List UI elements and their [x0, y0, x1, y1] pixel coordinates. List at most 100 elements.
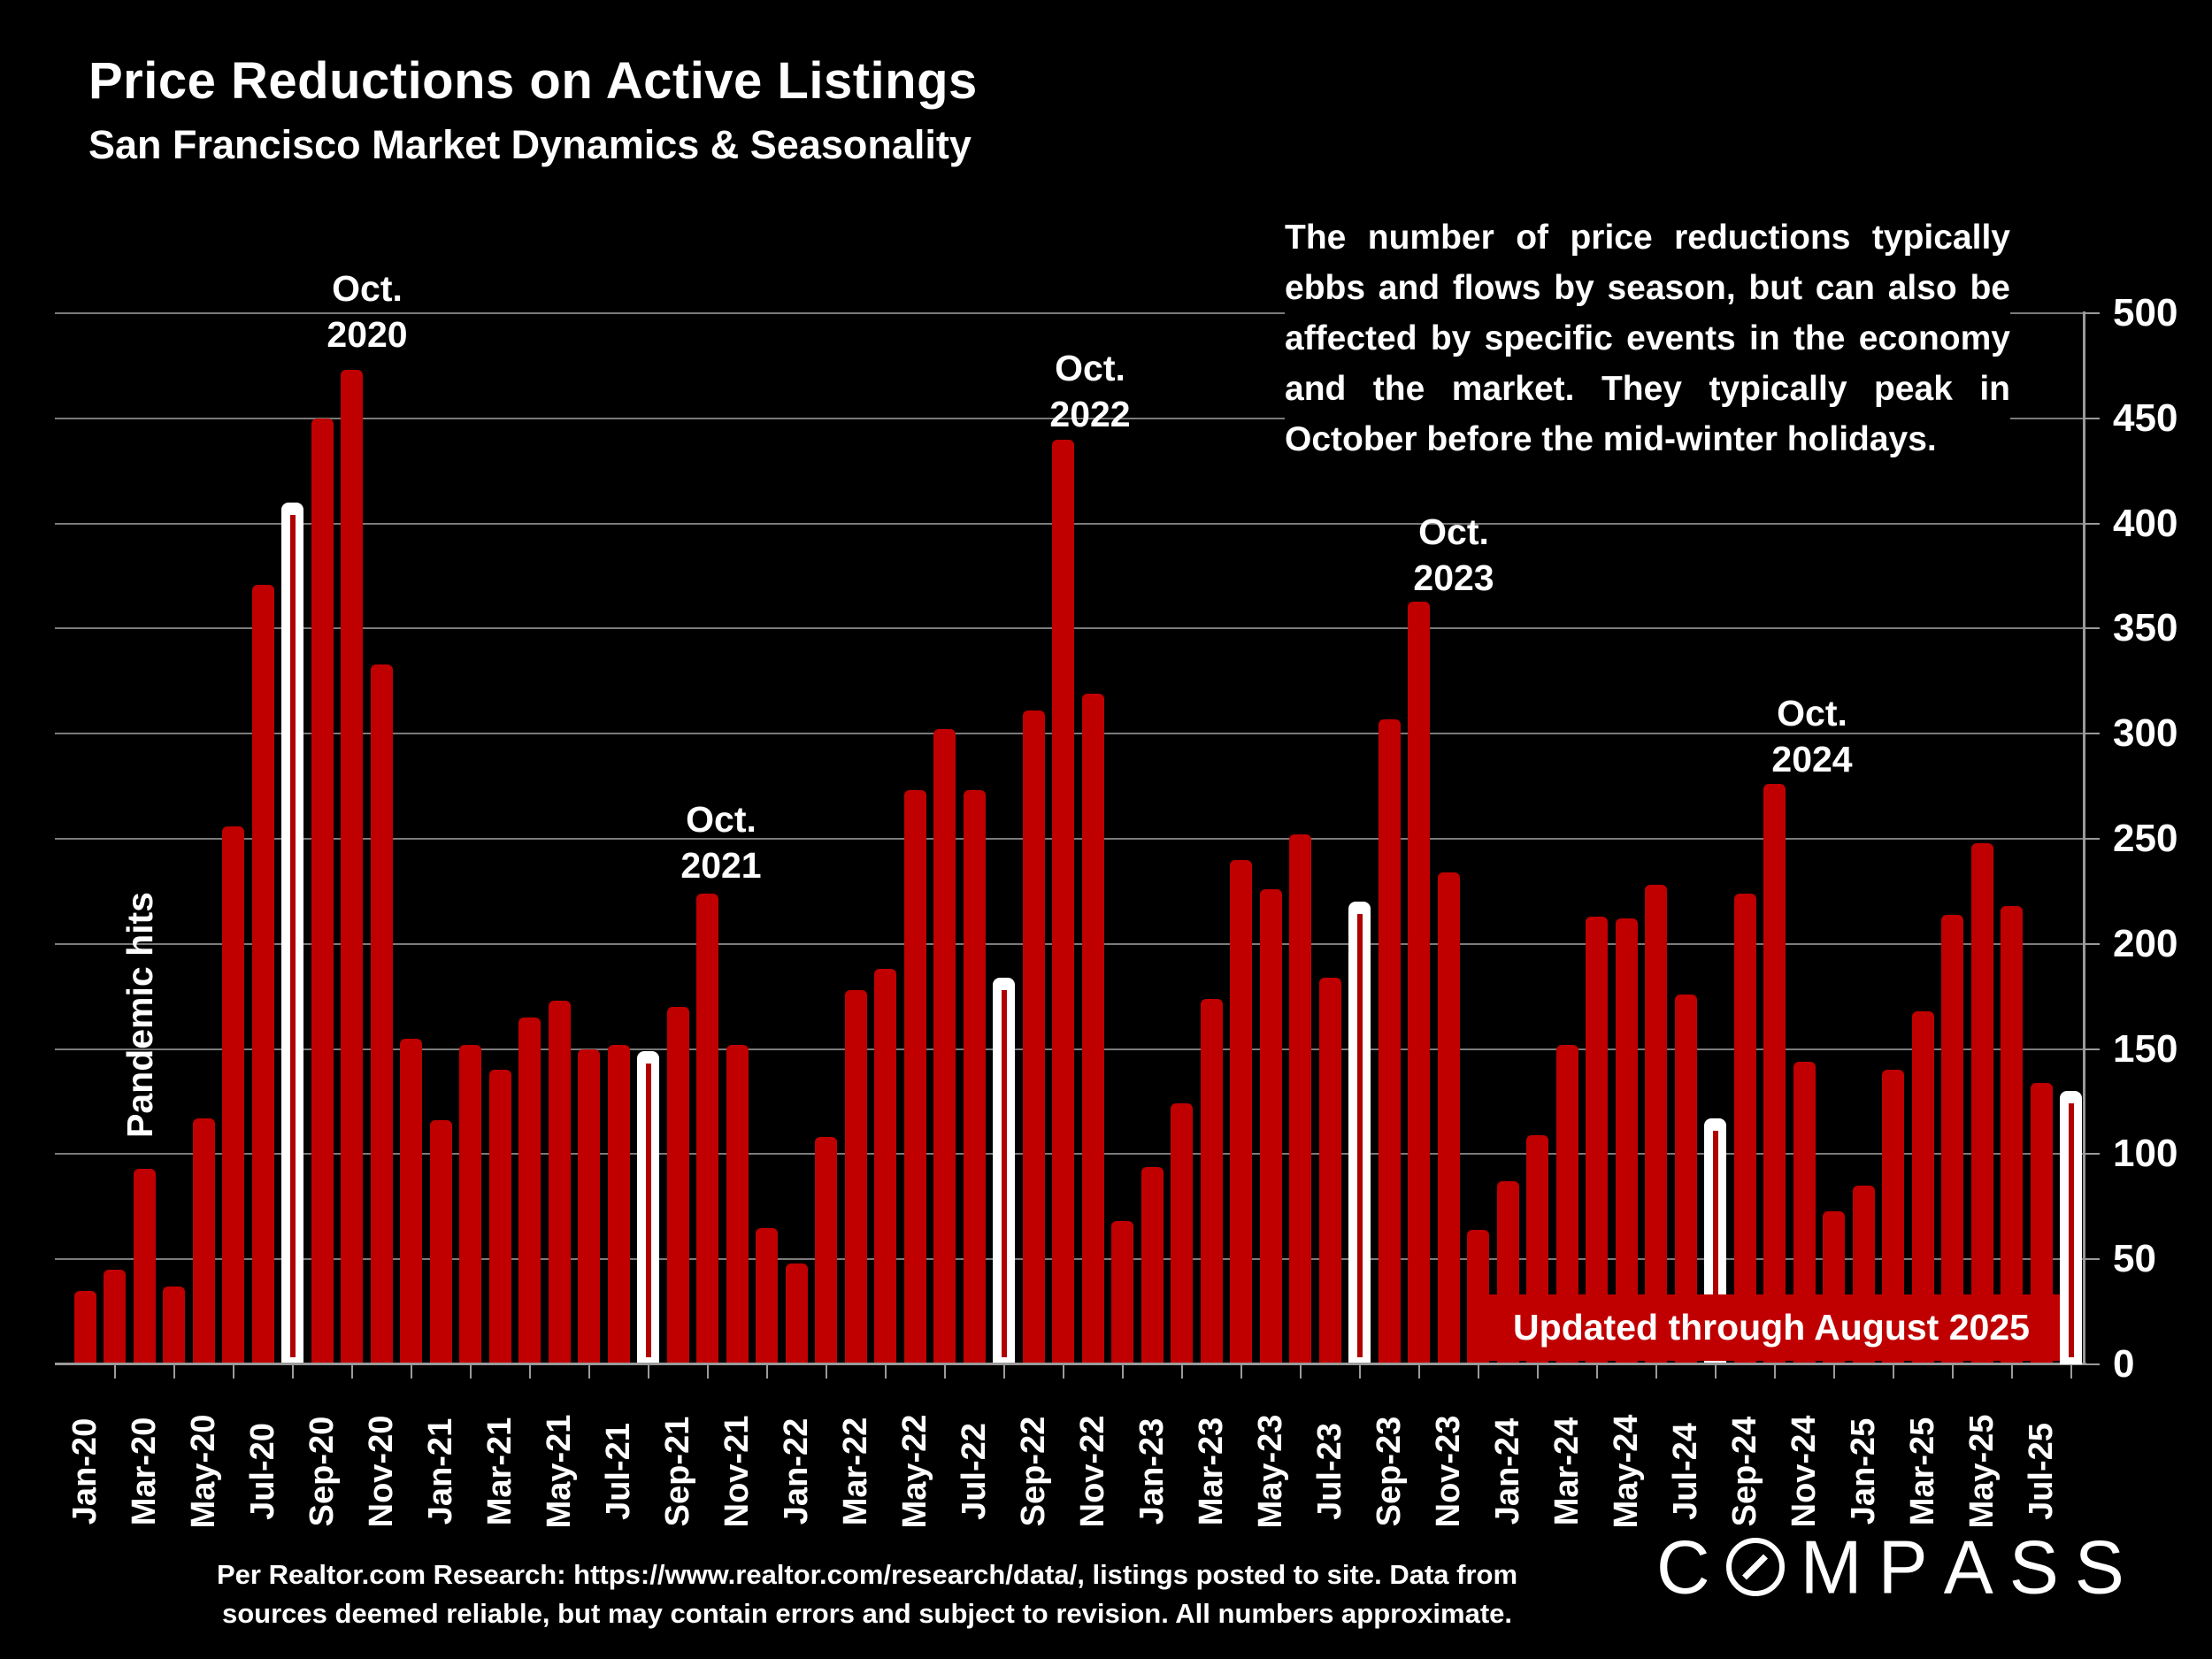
bar-Jan-20: [73, 1290, 96, 1364]
x-tick: [1062, 1365, 1064, 1379]
page-subtitle: San Francisco Market Dynamics & Seasonal…: [88, 122, 972, 167]
x-axis-label-Jul-23: Jul-23: [1311, 1423, 1348, 1520]
x-axis-line: [55, 1363, 2086, 1365]
bar-Feb-21: [459, 1044, 481, 1364]
x-axis-label-May-23: May-23: [1252, 1414, 1289, 1529]
x-tick: [113, 1365, 116, 1379]
y-axis-label-400: 400: [2113, 501, 2178, 545]
x-tick: [706, 1365, 709, 1379]
gridline-500: [55, 312, 2085, 314]
bar-Oct-23: [1408, 601, 1430, 1364]
x-axis-label-May-22: May-22: [896, 1414, 933, 1529]
bar-Dec-22: [1111, 1221, 1133, 1364]
y-axis-label-500: 500: [2113, 291, 2178, 334]
updated-banner: Updated through August 2025: [1467, 1294, 2076, 1361]
x-axis-label-May-20: May-20: [185, 1414, 222, 1529]
compass-logo-letter: M: [1800, 1525, 1863, 1609]
bar-Aug-22: [993, 977, 1015, 1364]
source-footnote: Per Realtor.com Research: https://www.re…: [159, 1555, 1575, 1633]
highlight-bar-inner-line: [1001, 989, 1007, 1357]
annotation-line: Oct.: [1055, 348, 1125, 388]
bar-Jan-21: [429, 1120, 452, 1364]
annotation-oct-2021: Oct. 2021: [624, 796, 818, 888]
x-tick: [1180, 1365, 1183, 1379]
x-axis-label-Jan-22: Jan-22: [778, 1417, 815, 1525]
annotation-line: 2021: [680, 845, 762, 886]
bar-Jun-24: [1645, 885, 1667, 1364]
bar-Aug-21: [637, 1050, 659, 1364]
commentary-text: The number of price reductions typically…: [1285, 212, 2010, 470]
bar-Jan-22: [785, 1263, 808, 1364]
bar-Aug-25: [2060, 1091, 2082, 1364]
bar-Jun-22: [933, 729, 956, 1364]
bar-Mar-20: [133, 1169, 156, 1364]
bar-Mar-22: [844, 990, 867, 1364]
x-axis-label-Nov-22: Nov-22: [1074, 1415, 1111, 1528]
bar-Sep-20: [311, 418, 334, 1364]
x-axis-label-Jul-21: Jul-21: [600, 1423, 637, 1520]
y-tick-150: [2083, 1048, 2100, 1050]
bar-May-23: [1259, 889, 1282, 1364]
y-tick-400: [2083, 522, 2100, 525]
bar-May-22: [903, 790, 926, 1364]
annotation-line: 2024: [1771, 739, 1853, 780]
bar-Jul-22: [963, 790, 986, 1364]
x-axis-label-Sep-21: Sep-21: [659, 1416, 696, 1527]
bar-Apr-21: [518, 1017, 541, 1364]
compass-needle-icon: [1725, 1538, 1785, 1596]
bar-Nov-20: [370, 664, 393, 1364]
x-tick: [2010, 1365, 2013, 1379]
x-tick: [1892, 1365, 1894, 1379]
x-tick: [1002, 1365, 1005, 1379]
x-axis-label-Nov-20: Nov-20: [363, 1415, 400, 1528]
bar-May-21: [548, 1000, 571, 1364]
bar-Dec-21: [756, 1227, 778, 1364]
compass-logo: C M P A S S: [1656, 1525, 2140, 1609]
x-tick: [884, 1365, 887, 1379]
x-tick: [1477, 1365, 1479, 1379]
bar-Oct-24: [1763, 784, 1786, 1364]
x-tick: [1832, 1365, 1835, 1379]
bar-Feb-23: [1171, 1103, 1193, 1364]
annotation-line: Oct.: [1777, 693, 1847, 733]
bar-Apr-23: [1230, 859, 1252, 1364]
highlight-bar-inner-line: [289, 514, 296, 1357]
x-tick: [173, 1365, 175, 1379]
x-tick: [1536, 1365, 1539, 1379]
x-tick: [410, 1365, 412, 1379]
x-axis-label-Jan-20: Jan-20: [66, 1417, 104, 1525]
y-axis-label-0: 0: [2113, 1342, 2135, 1386]
y-tick-500: [2083, 312, 2100, 314]
bar-Sep-23: [1378, 718, 1401, 1364]
y-tick-450: [2083, 417, 2100, 419]
x-tick: [291, 1365, 294, 1379]
annotation-line: 2020: [326, 314, 408, 355]
x-axis-label-Sep-20: Sep-20: [303, 1416, 341, 1527]
y-axis-label-300: 300: [2113, 711, 2178, 756]
bar-Jul-20: [251, 584, 274, 1364]
bar-Mar-23: [1200, 998, 1223, 1364]
annotation-line: Oct.: [686, 799, 757, 840]
x-axis-label-Jul-22: Jul-22: [956, 1423, 993, 1520]
source-footnote-line1: Per Realtor.com Research: https://www.re…: [216, 1559, 1518, 1590]
bar-Nov-23: [1437, 872, 1460, 1364]
y-tick-0: [2083, 1363, 2100, 1365]
x-axis-label-Sep-22: Sep-22: [1015, 1416, 1052, 1527]
source-footnote-line2: sources deemed reliable, but may contain…: [222, 1598, 1512, 1629]
updated-banner-text: Updated through August 2025: [1513, 1307, 2030, 1348]
bar-Dec-20: [400, 1038, 422, 1364]
x-tick: [1121, 1365, 1124, 1379]
bar-Jun-20: [222, 826, 244, 1364]
x-axis-label-Mar-23: Mar-23: [1193, 1417, 1230, 1526]
annotation-oct-2024: Oct. 2024: [1715, 690, 1909, 782]
y-axis-label-50: 50: [2113, 1237, 2156, 1281]
bar-Jun-25: [2001, 906, 2023, 1364]
y-tick-350: [2083, 627, 2100, 630]
x-tick: [943, 1365, 946, 1379]
compass-logo-letter: A: [1943, 1525, 1993, 1609]
x-axis-label-Jan-23: Jan-23: [1133, 1417, 1171, 1525]
bar-Oct-20: [341, 370, 363, 1364]
y-tick-300: [2083, 733, 2100, 735]
annotation-pandemic-hits: Pandemic hits: [119, 892, 160, 1138]
